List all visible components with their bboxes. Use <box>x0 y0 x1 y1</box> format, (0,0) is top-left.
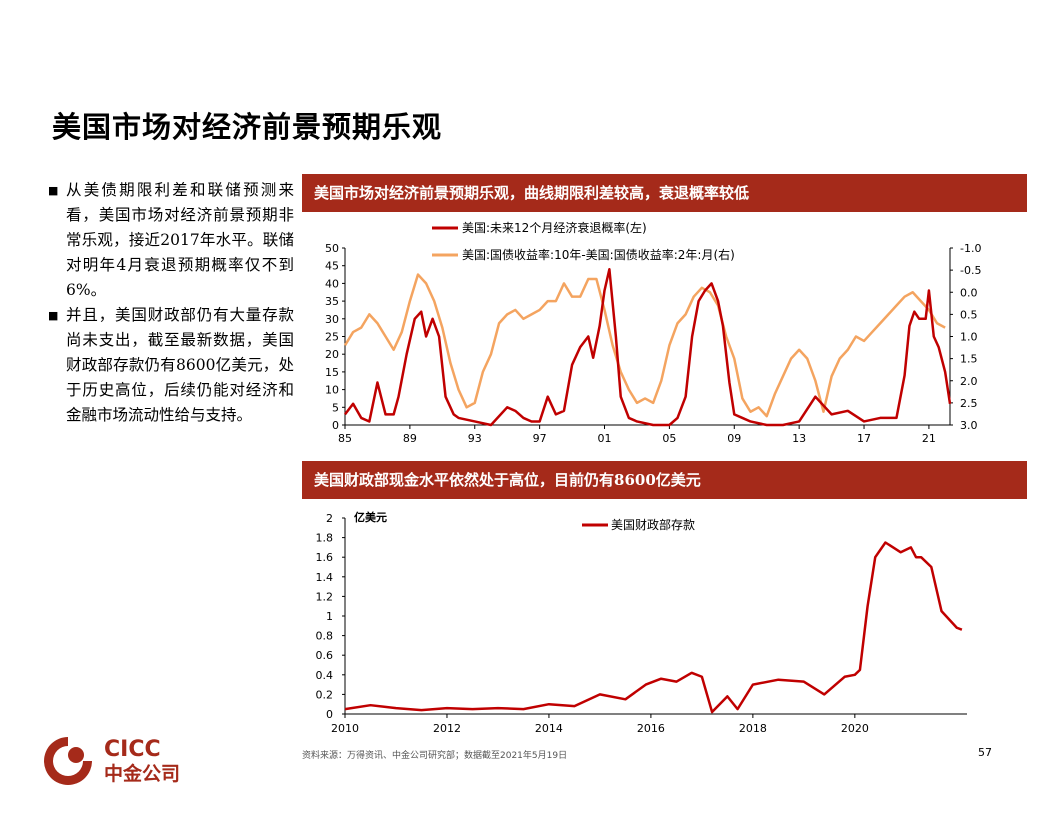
x-tick-label: 13 <box>792 432 806 445</box>
y-tick-label: 0.8 <box>316 630 334 643</box>
y-left-tick-label: 5 <box>332 401 339 414</box>
bullet-mark: ■ <box>48 309 59 322</box>
series-line-yield-spread <box>343 273 946 418</box>
x-tick-label: 2010 <box>331 722 359 735</box>
y-right-tick-label: 0.5 <box>960 308 978 321</box>
y-right-tick-label: 3.0 <box>960 419 978 432</box>
y-tick-label: 1 <box>326 610 333 623</box>
x-tick-label: 05 <box>662 432 676 445</box>
page-title: 美国市场对经济前景预期乐观 <box>52 110 443 144</box>
source-note: 资料来源：万得资讯、中金公司研究部；数据截至2021年5月19日 <box>302 751 568 761</box>
y-left-tick-label: 15 <box>325 366 339 379</box>
y-tick-label: 0.6 <box>316 649 334 662</box>
legend-label-treasury-deposits: 美国财政部存款 <box>611 517 695 532</box>
y-tick-label: 1.2 <box>316 590 334 603</box>
logo-dot <box>68 747 84 763</box>
x-tick-label: 2012 <box>433 722 461 735</box>
y-tick-label: 1.6 <box>316 551 334 564</box>
x-tick-label: 93 <box>468 432 482 445</box>
y-right-tick-label: -0.5 <box>960 264 981 277</box>
bullet-text: 并且，美国财政部仍有大量存款尚未支出，截至最新数据，美国财政部存款仍有8600亿… <box>66 306 294 424</box>
bullet-item: ■ 并且，美国财政部仍有大量存款尚未支出，截至最新数据，美国财政部存款仍有860… <box>48 303 294 428</box>
y-left-tick-label: 40 <box>325 277 339 290</box>
y-right-tick-label: 2.5 <box>960 397 978 410</box>
bullet-text: 从美债期限利差和联储预测来看，美国市场对经济前景预期非常乐观，接近2017年水平… <box>66 181 294 299</box>
y-tick-label: 1.4 <box>316 571 334 584</box>
y-left-tick-label: 10 <box>325 384 339 397</box>
cicc-logo-svg: CICC 中金公司 <box>44 737 180 785</box>
y-right-tick-label: 1.5 <box>960 353 978 366</box>
y-left-tick-label: 30 <box>325 313 339 326</box>
series-line-recession-prob <box>344 267 952 427</box>
chart2-svg: 0 0.2 0.4 0.6 0.8 1 1.2 1.4 1.6 1.8 2 2010 2012 2014 2… <box>316 510 967 735</box>
x-tick-label: 89 <box>403 432 417 445</box>
legend-label-yield-spread: 美国:国债收益率:10年-美国:国债收益率:2年:月(右) <box>462 247 735 262</box>
chart2-header: 美国财政部现金水平依然处于高位，目前仍有8600亿美元 <box>302 461 1027 499</box>
y-tick-label: 0.2 <box>316 688 334 701</box>
y-tick-label: 1.8 <box>316 532 334 545</box>
page-number: 57 <box>978 746 992 759</box>
y-tick-label: 0 <box>326 708 333 721</box>
x-tick-label: 2020 <box>841 722 869 735</box>
cicc-logo: CICC 中金公司 <box>42 734 202 794</box>
legend-label-recession-prob: 美国:未来12个月经济衰退概率(左) <box>462 220 647 235</box>
y-left-tick-label: 25 <box>325 331 339 344</box>
y-left-tick-label: 45 <box>325 260 339 273</box>
logo-text-en: CICC <box>104 737 161 762</box>
bullet-item: ■ 从美债期限利差和联储预测来看，美国市场对经济前景预期非常乐观，接近2017年… <box>48 178 294 303</box>
x-tick-label: 01 <box>598 432 612 445</box>
x-tick-label: 21 <box>922 432 936 445</box>
y-right-tick-label: 0.0 <box>960 286 978 299</box>
bullet-list: ■ 从美债期限利差和联储预测来看，美国市场对经济前景预期非常乐观，接近2017年… <box>48 178 294 428</box>
logo-text-cn: 中金公司 <box>104 762 180 785</box>
y-left-tick-label: 35 <box>325 295 339 308</box>
y-right-tick-label: -1.0 <box>960 242 981 255</box>
x-tick-label: 2016 <box>637 722 665 735</box>
y-right-tick-label: 1.0 <box>960 331 978 344</box>
x-tick-label: 97 <box>533 432 547 445</box>
series-line-treasury-deposits <box>344 541 963 714</box>
x-tick-label: 85 <box>338 432 352 445</box>
x-tick-label: 2014 <box>535 722 563 735</box>
y-right-tick-label: 2.0 <box>960 375 978 388</box>
bullet-mark: ■ <box>48 184 59 197</box>
y-left-tick-label: 0 <box>332 419 339 432</box>
chart1-header: 美国市场对经济前景预期乐观，曲线期限利差较高，衰退概率较低 <box>302 174 1027 212</box>
y-left-tick-label: 50 <box>325 242 339 255</box>
x-tick-label: 17 <box>857 432 871 445</box>
y-tick-label: 0.4 <box>316 669 334 682</box>
x-tick-label: 09 <box>727 432 741 445</box>
x-tick-label: 2018 <box>739 722 767 735</box>
y-tick-label: 2 <box>326 512 333 525</box>
y-axis-unit-label: 亿美元 <box>354 510 387 524</box>
y-left-tick-label: 20 <box>325 348 339 361</box>
